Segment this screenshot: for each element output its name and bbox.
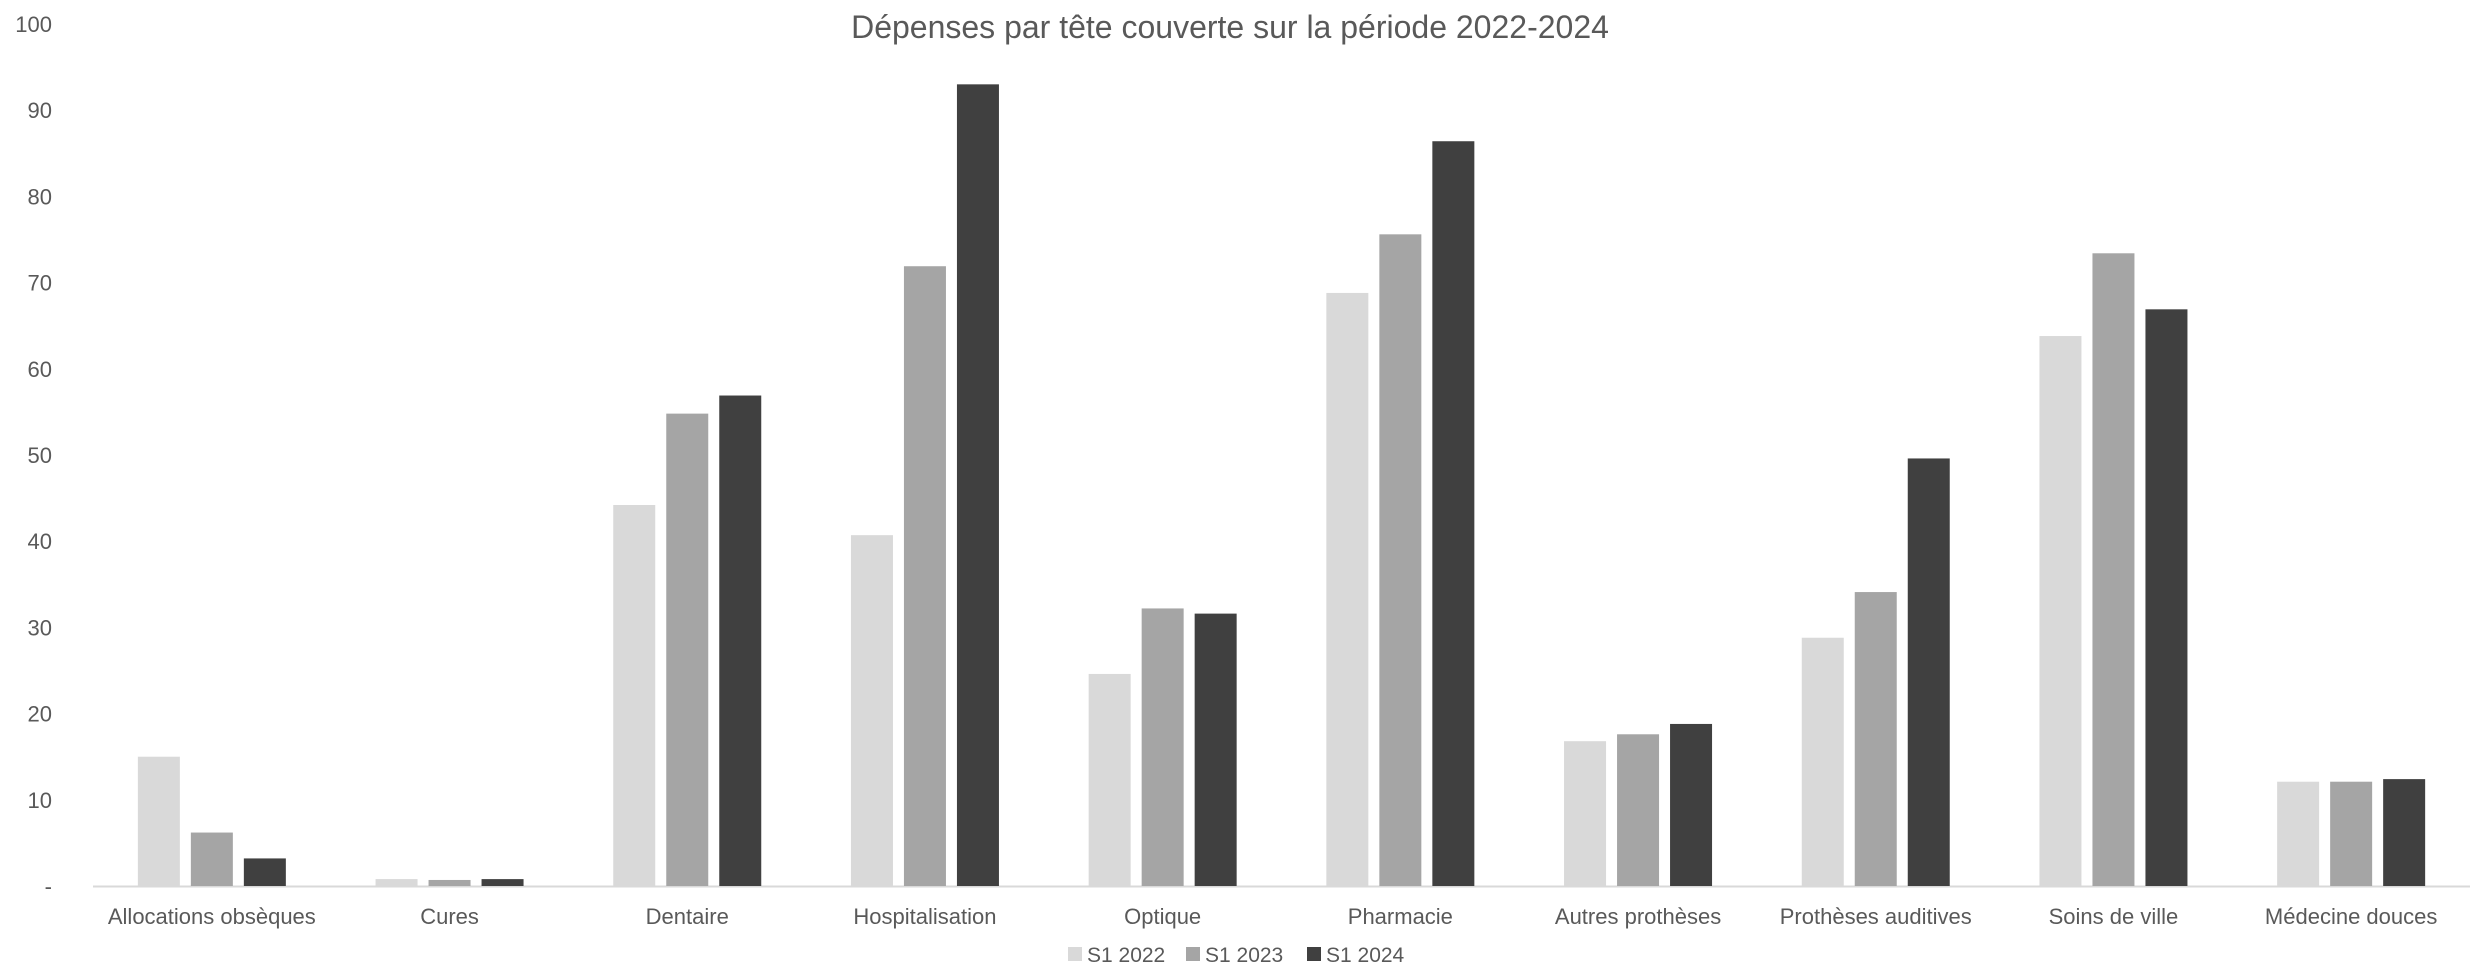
legend-label: S1 2022 (1087, 944, 1165, 967)
bar (1088, 673, 1131, 886)
bar (1432, 141, 1475, 886)
bar (719, 395, 762, 886)
y-tick-label: 70 (28, 271, 52, 296)
y-tick-label: 100 (15, 12, 52, 37)
bar (1194, 613, 1237, 886)
legend: S1 2022 S1 2023 S1 2024 (1068, 944, 1405, 967)
x-tick-label: Autres prothèses (1555, 904, 1721, 929)
y-tick-label: 20 (28, 702, 52, 727)
legend-label: S1 2023 (1205, 944, 1283, 967)
legend-swatch (1068, 947, 1082, 961)
bar (1670, 723, 1713, 886)
bar (1854, 592, 1897, 886)
bar (1564, 741, 1607, 886)
y-tick-label: 60 (28, 357, 52, 382)
y-axis: - 10 20 30 40 50 60 70 80 90 100 (15, 12, 52, 899)
x-tick-label: Soins de ville (2049, 904, 2179, 929)
y-tick-label: 90 (28, 98, 52, 123)
bar (375, 879, 418, 886)
bar (481, 879, 524, 886)
bar (850, 535, 893, 886)
bar (1801, 637, 1844, 886)
x-tick-label: Optique (1124, 904, 1201, 929)
y-tick-label: 80 (28, 184, 52, 209)
bars (137, 84, 2426, 887)
bar (243, 858, 286, 886)
x-axis: Allocations obsèques Cures Dentaire Hospita… (108, 904, 2437, 929)
bar (1141, 608, 1184, 886)
bar (2277, 781, 2320, 886)
bar (2039, 336, 2082, 886)
bar (2145, 309, 2188, 886)
x-tick-label: Cures (420, 904, 479, 929)
y-tick-label: 10 (28, 788, 52, 813)
bar (1907, 458, 1950, 886)
y-tick-label: 40 (28, 529, 52, 554)
legend-swatch (1307, 947, 1321, 961)
bar (2092, 253, 2135, 887)
bar (2383, 779, 2426, 886)
y-tick-label: 30 (28, 615, 52, 640)
x-tick-label: Allocations obsèques (108, 904, 316, 929)
bar (190, 832, 233, 886)
bar (1379, 234, 1422, 886)
legend-swatch (1186, 947, 1200, 961)
x-tick-label: Prothèses auditives (1780, 904, 1972, 929)
chart-title: Dépenses par tête couverte sur la périod… (851, 9, 1609, 45)
bar (428, 879, 471, 886)
x-tick-label: Pharmacie (1348, 904, 1453, 929)
bar (666, 413, 709, 886)
legend-label: S1 2024 (1326, 944, 1405, 967)
bar (903, 266, 946, 886)
bar (613, 504, 656, 886)
bar (137, 756, 180, 886)
bar (956, 84, 999, 887)
y-tick-label: - (45, 874, 52, 899)
bar (2330, 781, 2373, 886)
y-tick-label: 50 (28, 443, 52, 468)
bar (1617, 734, 1660, 886)
x-tick-label: Médecine douces (2265, 904, 2437, 929)
x-tick-label: Dentaire (646, 904, 729, 929)
bar (1326, 292, 1369, 887)
x-tick-label: Hospitalisation (853, 904, 996, 929)
